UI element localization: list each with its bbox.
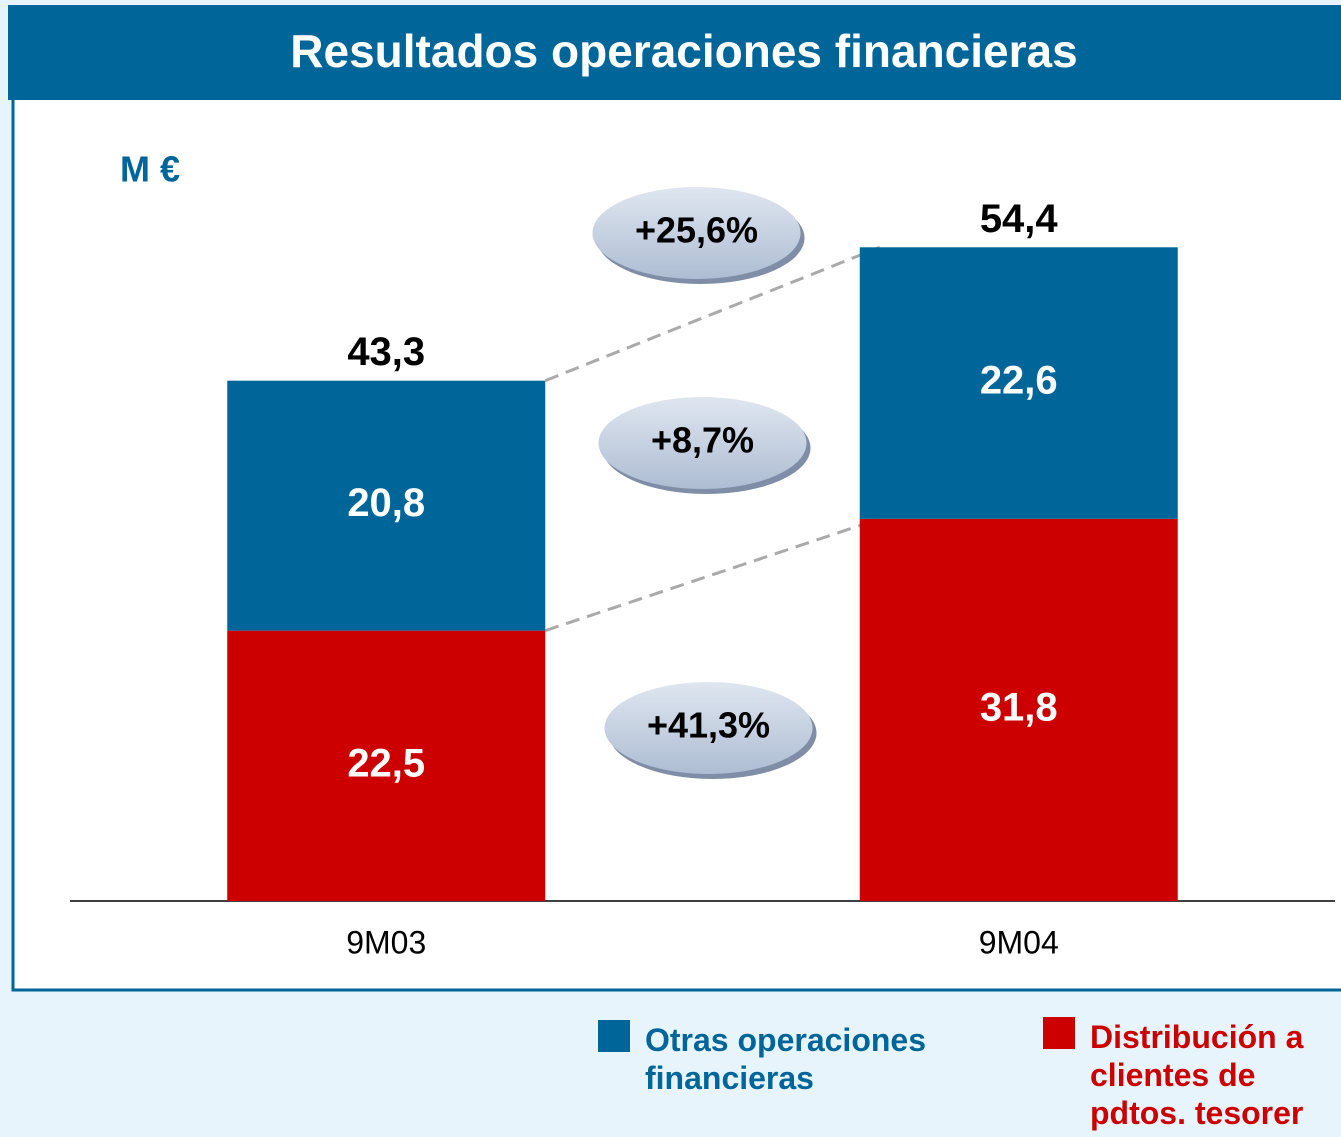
legend-label: Distribución a clientes de pdtos. tesore…	[1090, 1019, 1304, 1131]
growth-pill	[604, 682, 813, 774]
legend-swatch	[1043, 1017, 1075, 1049]
x-tick-label: 9M04	[979, 924, 1059, 960]
legend-label: Otras operaciones financieras	[645, 1022, 926, 1096]
value-label: 22,5	[347, 741, 425, 785]
x-tick-label: 9M03	[346, 924, 426, 960]
connector	[544, 517, 881, 633]
growth-pill	[592, 187, 801, 279]
legend-swatch	[598, 1020, 630, 1052]
growth-label: +41,3%	[647, 705, 770, 746]
chart-title: Resultados operaciones financieras	[290, 25, 1077, 77]
header	[8, 5, 1341, 100]
value-label: 22,6	[980, 359, 1058, 403]
connector	[544, 245, 881, 383]
value-label: 31,8	[980, 685, 1058, 729]
growth-label: +25,6%	[635, 210, 758, 251]
total-label: 43,3	[347, 330, 425, 374]
growth-label: +8,7%	[651, 420, 754, 461]
total-label: 54,4	[980, 197, 1059, 241]
bar-segment	[227, 630, 546, 901]
value-label: 20,8	[347, 481, 425, 525]
unit-label: M €	[120, 149, 180, 190]
growth-pill	[598, 397, 807, 489]
chart: Resultados operaciones financieras M € 2…	[8, 5, 1341, 992]
bar-segment	[859, 247, 1178, 519]
bar-segment	[859, 518, 1178, 901]
bar-segment	[227, 380, 546, 631]
